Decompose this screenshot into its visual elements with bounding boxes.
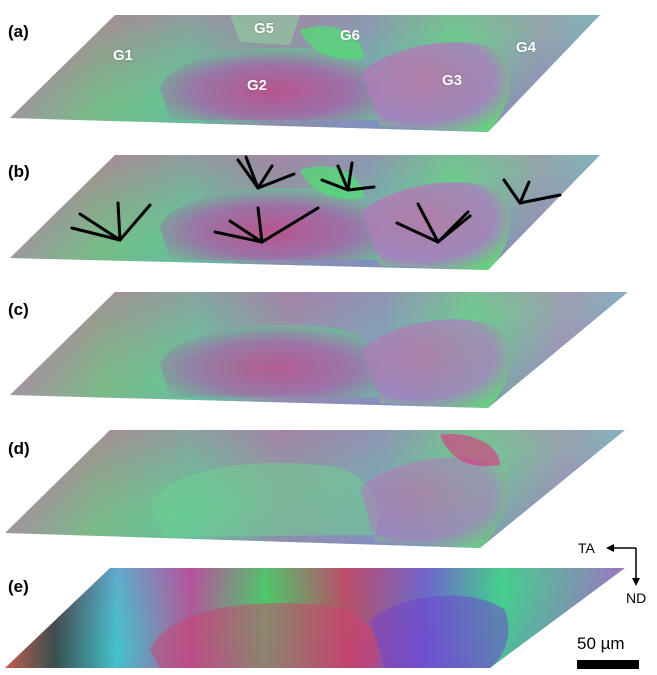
arrow-down-icon [632,578,640,586]
panel-e-map [5,568,625,668]
panel-label-b: (b) [8,162,30,181]
arrow-left-icon [606,544,614,552]
grain-label-g6: G6 [340,27,361,44]
grain-label-g5: G5 [254,20,275,37]
panel-label-d: (d) [8,439,30,458]
axis-label-ta: TA [578,540,595,556]
scale-bar [577,660,639,669]
grain-label-g4: G4 [516,39,537,56]
grain-label-g1: G1 [113,47,134,64]
panel-label-e: (e) [8,577,29,596]
panel-b-orientation-marks [70,155,562,244]
panel-d-map [5,430,625,548]
panel-label-a: (a) [8,22,29,41]
panel-b-map [10,155,600,270]
panel-c-map [10,292,628,408]
panel-label-c: (c) [8,300,29,319]
panel-a-map [10,15,600,132]
scale-bar-label: 50 µm [577,634,625,653]
grain-label-g3: G3 [442,72,463,89]
grain-label-g2: G2 [247,77,268,94]
axis-label-nd: ND [626,590,647,606]
